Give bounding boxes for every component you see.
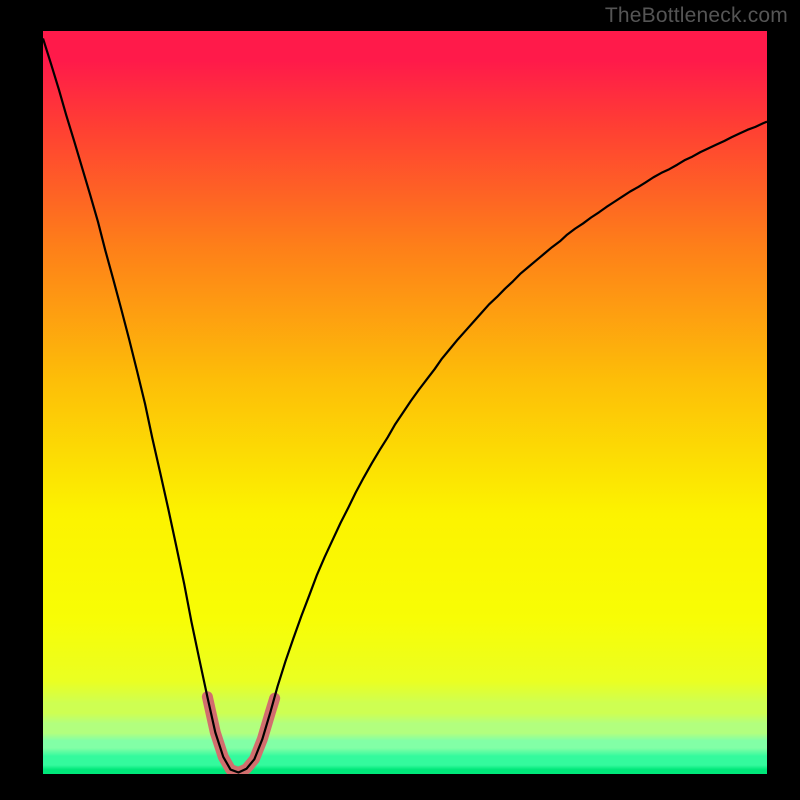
watermark-text: TheBottleneck.com [605, 4, 788, 28]
bottleneck-curve-chart [43, 31, 767, 774]
gradient-background [43, 31, 767, 774]
chart-stage: TheBottleneck.com [0, 0, 800, 800]
plot-svg [43, 31, 767, 774]
